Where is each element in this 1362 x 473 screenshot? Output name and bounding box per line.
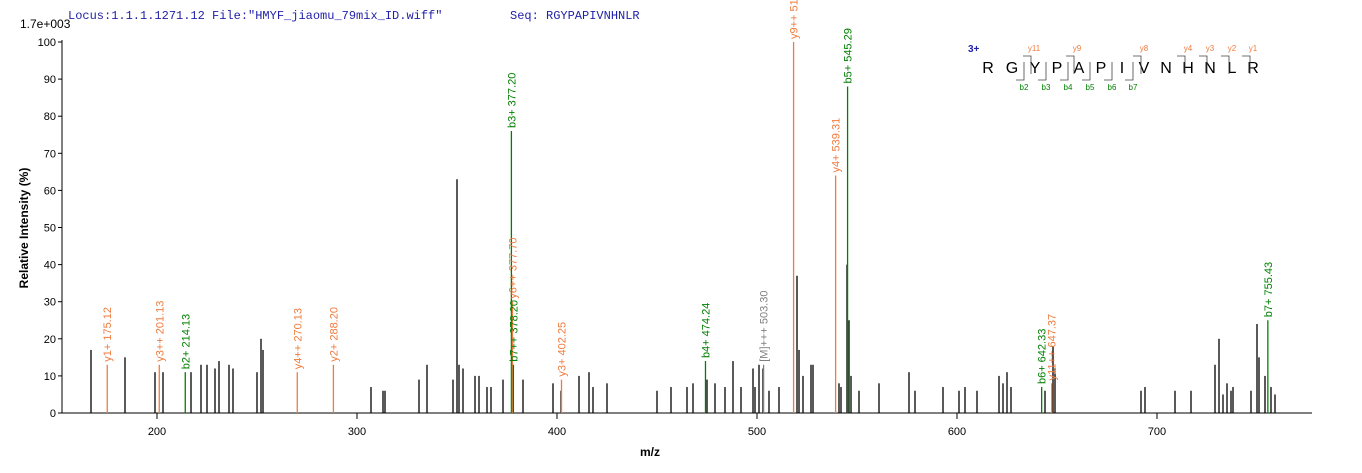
peak-label: y9++ 517.29 [789,0,801,39]
residue: P [1052,60,1063,77]
b-ion: b5 [1086,83,1095,92]
residue: N [1204,60,1216,77]
y-axis-label: Relative Intensity (%) [17,168,31,289]
y-bracket [1242,55,1251,74]
y-bracket [1023,55,1032,74]
chart-subtitle: Seq: RGYPAPIVNHNLR [510,9,640,23]
y-tick-label: 90 [44,74,56,86]
residue: I [1120,60,1124,77]
scale-label: 1.7e+003 [20,17,71,31]
y-tick-label: 100 [38,37,56,49]
y-bracket [1199,55,1208,74]
peak-label: y11++ 647.37 [1047,314,1059,380]
b-bracket [1038,62,1047,81]
peak-label: y2+ 288.20 [328,307,340,362]
x-tick-label: 500 [748,426,766,438]
y-bracket [1133,55,1142,74]
residue: Y [1030,60,1041,77]
peak-label: y6++ 377.70 [507,238,519,299]
y-ion: y3 [1206,44,1215,53]
b-bracket [1125,62,1134,81]
y-ion: y1 [1249,44,1258,53]
b-bracket [1060,62,1069,81]
b-ion: b3 [1042,83,1051,92]
residue: N [1160,60,1172,77]
y-bracket [1177,55,1186,74]
y-bracket [1221,55,1230,74]
y-tick-label: 30 [44,297,56,309]
y-ion: y11 [1028,44,1041,53]
residue: G [1006,60,1018,77]
peak-label: b7+ 755.43 [1263,262,1275,317]
x-tick-label: 300 [348,426,366,438]
x-tick-label: 700 [1148,426,1166,438]
y-tick-label: 70 [44,148,56,160]
residue: R [1247,60,1259,77]
residue: L [1228,60,1237,77]
b-ion: b7 [1129,83,1138,92]
x-tick-label: 600 [948,426,966,438]
peak-label: y4++ 270.13 [292,308,304,369]
y-bracket [1066,55,1075,74]
peak-label: b4+ 474.24 [700,303,712,358]
y-tick-label: 80 [44,111,56,123]
peak-label: b6+ 642.33 [1037,329,1049,384]
x-tick-label: 200 [148,426,166,438]
y-tick-label: 10 [44,371,56,383]
residue: V [1139,60,1150,77]
b-bracket [1104,62,1113,81]
chart-title: Locus:1.1.1.1271.12 File:"HMYF_jiaomu_79… [68,9,442,23]
b-ion: b4 [1064,83,1073,92]
peak-label: y1+ 175.12 [102,307,114,362]
residue: R [982,60,994,77]
peak-label: b7++ 378.20 [508,300,520,362]
residue: H [1182,60,1194,77]
peak-label: b5+ 545.29 [843,28,855,83]
residue: P [1096,60,1107,77]
peak-label: b2+ 214.13 [180,314,192,369]
peak-label: b3+ 377.20 [506,73,518,128]
y-tick-label: 60 [44,185,56,197]
b-ion: b6 [1108,83,1117,92]
peak-label: [M]+++ 503.30 [759,291,771,362]
y-ion: y4 [1184,44,1193,53]
y-tick-label: 0 [50,408,56,420]
x-axis-label: m/z [640,445,660,459]
peak-label: y4+ 539.31 [831,118,843,173]
b-bracket [1016,62,1025,81]
peak-label: y3++ 201.13 [154,301,166,362]
y-ion: y9 [1073,44,1082,53]
y-tick-label: 40 [44,260,56,272]
y-ion: y2 [1228,44,1237,53]
residue: A [1074,60,1085,77]
x-tick-label: 400 [548,426,566,438]
b-ion: b2 [1020,83,1029,92]
y-tick-label: 20 [44,334,56,346]
peak-label: y3+ 402.25 [557,322,569,377]
charge: 3+ [968,44,980,55]
y-tick-label: 50 [44,223,56,235]
y-ion: y8 [1140,44,1149,53]
b-bracket [1082,62,1091,81]
